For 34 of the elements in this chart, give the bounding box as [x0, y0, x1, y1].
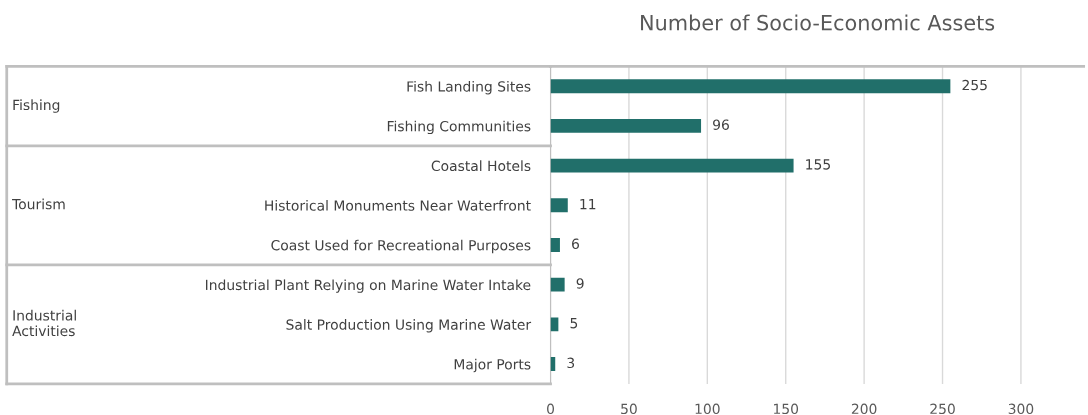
text: Tourism [12, 198, 65, 210]
data-label: 96 [713, 119, 729, 130]
bar [550, 158, 794, 173]
data-label: 3 [567, 357, 575, 369]
chart-title: Number of Socio-Economic Assets [641, 14, 995, 31]
data-label: 9 [576, 278, 584, 289]
bar [550, 118, 702, 133]
text: Industrial Activities [12, 309, 76, 337]
x-tick-label: 150 [774, 403, 799, 415]
x-tick-label: 100 [695, 403, 720, 415]
data-label: 6 [572, 238, 580, 250]
y-tick-label: Coastal Hotels [431, 160, 531, 172]
text: Fishing [13, 99, 60, 113]
data-label: 155 [806, 159, 830, 170]
x-tick-label: 250 [930, 403, 955, 415]
bar [550, 277, 565, 292]
y-tick-label: Fishing Communities [387, 120, 531, 135]
bar [550, 198, 568, 213]
y-tick-label: Historical Monuments Near Waterfront [265, 200, 531, 211]
bar [550, 79, 951, 94]
bar [550, 317, 559, 332]
x-tick-label: 0 [547, 403, 555, 415]
x-tick-label: 300 [1008, 403, 1034, 415]
y-tick-label: Fish Landing Sites [407, 80, 531, 95]
x-tick-label: 200 [851, 403, 877, 415]
x-tick-label: 50 [621, 403, 637, 415]
bar [550, 238, 560, 252]
y-tick-label: Major Ports [454, 358, 531, 373]
data-label: 11 [580, 199, 596, 210]
y-tick-label: Coast Used for Recreational Purposes [271, 239, 531, 254]
y-tick-label: Industrial Plant Relying on Marine Water Intake [205, 279, 531, 293]
data-label: 5 [570, 318, 578, 329]
y-tick-label: Salt Production Using Marine Water [286, 319, 532, 333]
data-label: 255 [962, 79, 987, 91]
